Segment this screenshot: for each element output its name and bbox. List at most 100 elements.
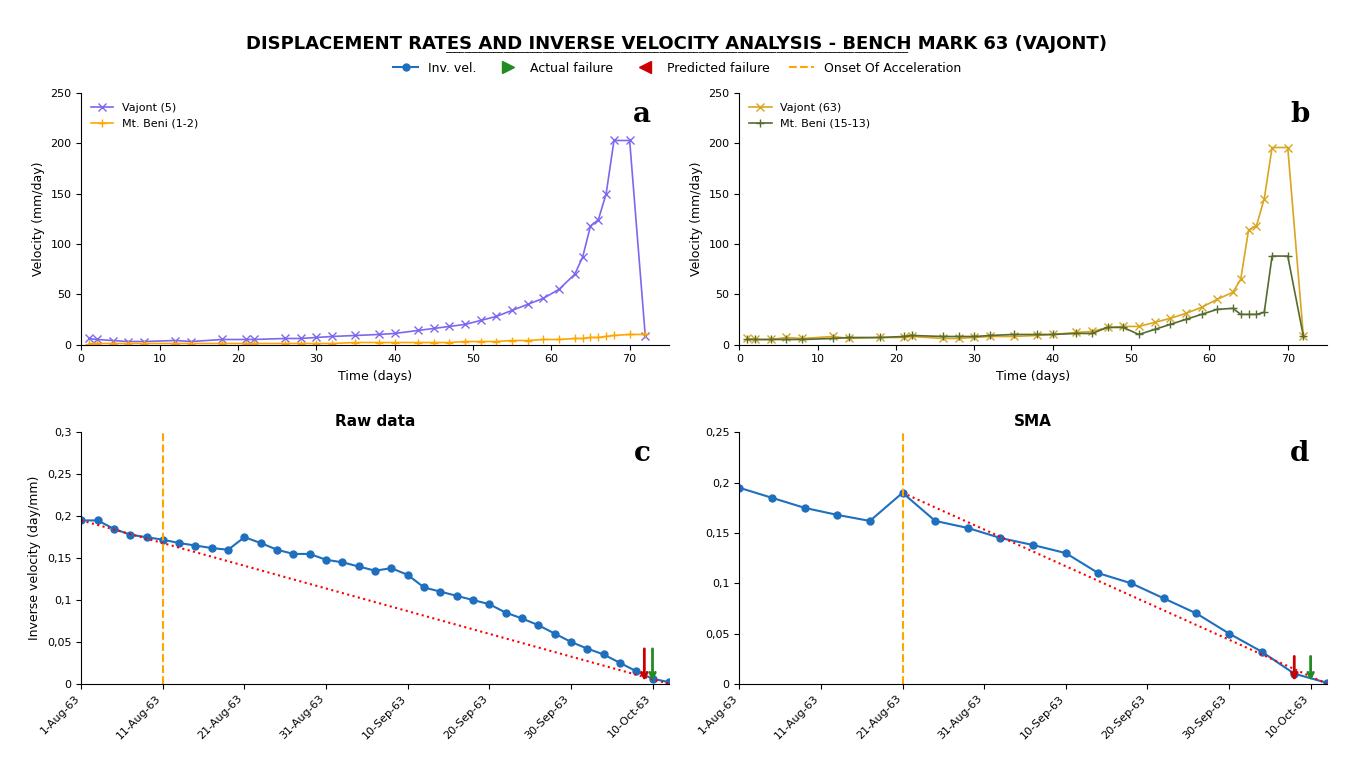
Mt. Beni (15-13) (1083, 329, 1099, 338)
Vajont (5) (489, 312, 505, 321)
Vajont (63) (1232, 274, 1248, 284)
Mt. Beni (15-13) (1116, 322, 1132, 332)
Vajont (63) (1193, 303, 1209, 312)
Mt. Beni (15-13) (739, 335, 756, 344)
Mt. Beni (15-13) (1257, 308, 1273, 317)
Vajont (63) (1029, 331, 1045, 340)
Vajont (5) (371, 329, 387, 339)
Text: c: c (634, 440, 651, 467)
Mt. Beni (15-13) (1193, 310, 1209, 319)
Vajont (63) (1068, 328, 1085, 337)
Vajont (63) (934, 334, 951, 343)
Mt. Beni (1-2) (324, 339, 340, 348)
Vajont (5) (309, 333, 325, 342)
X-axis label: Time (days): Time (days) (338, 370, 412, 383)
Mt. Beni (15-13) (1029, 329, 1045, 339)
Vajont (63) (967, 333, 983, 342)
Mt. Beni (15-13) (1232, 310, 1248, 319)
Mt. Beni (15-13) (934, 332, 951, 341)
Vajont (63) (793, 334, 810, 343)
Mt. Beni (1-2) (292, 339, 309, 348)
Y-axis label: Velocity (mm/day): Velocity (mm/day) (691, 162, 703, 276)
Y-axis label: Inverse velocity (day/mm): Inverse velocity (day/mm) (28, 476, 42, 640)
Vajont (5) (89, 335, 106, 344)
Mt. Beni (15-13) (1248, 310, 1265, 319)
Line: Vajont (63): Vajont (63) (743, 143, 1308, 343)
Mt. Beni (1-2) (638, 329, 654, 339)
Mt. Beni (15-13) (747, 335, 764, 344)
Vajont (63) (1099, 322, 1116, 332)
Mt. Beni (1-2) (276, 339, 292, 348)
Vajont (5) (551, 284, 567, 294)
Mt. Beni (1-2) (590, 333, 607, 342)
Mt. Beni (15-13) (967, 332, 983, 341)
Mt. Beni (1-2) (167, 339, 183, 348)
Mt. Beni (1-2) (89, 339, 106, 348)
Vajont (63) (1257, 194, 1273, 204)
Mt. Beni (1-2) (535, 335, 551, 344)
Mt. Beni (1-2) (104, 339, 121, 348)
Legend: Inv. vel., Actual failure, Predicted failure, Onset Of Acceleration: Inv. vel., Actual failure, Predicted fai… (389, 57, 965, 80)
Vajont (63) (1147, 318, 1163, 327)
Vajont (5) (81, 334, 97, 343)
Mt. Beni (1-2) (425, 338, 441, 347)
Vajont (63) (1162, 314, 1178, 323)
Y-axis label: Velocity (mm/day): Velocity (mm/day) (32, 162, 45, 276)
Line: Mt. Beni (15-13): Mt. Beni (15-13) (743, 252, 1308, 343)
Mt. Beni (15-13) (1147, 325, 1163, 334)
Vajont (5) (245, 335, 261, 344)
Vajont (5) (121, 337, 137, 347)
Mt. Beni (1-2) (410, 338, 427, 347)
Text: b: b (1290, 101, 1309, 127)
Mt. Beni (15-13) (1162, 320, 1178, 329)
Vajont (63) (896, 333, 913, 342)
Mt. Beni (1-2) (309, 339, 325, 348)
Mt. Beni (15-13) (1225, 304, 1242, 313)
Title: Raw data: Raw data (334, 413, 416, 429)
Vajont (63) (779, 333, 795, 342)
Mt. Beni (1-2) (567, 334, 584, 343)
Mt. Beni (15-13) (793, 335, 810, 344)
Vajont (5) (535, 294, 551, 303)
Vajont (63) (1225, 287, 1242, 297)
Mt. Beni (1-2) (81, 339, 97, 348)
Vajont (5) (410, 326, 427, 335)
Vajont (5) (214, 335, 230, 344)
Mt. Beni (15-13) (1280, 252, 1296, 261)
Mt. Beni (1-2) (348, 338, 364, 347)
Mt. Beni (15-13) (1044, 329, 1060, 339)
Mt. Beni (15-13) (841, 333, 857, 342)
Vajont (5) (473, 315, 489, 325)
Vajont (63) (1131, 322, 1147, 331)
Vajont (5) (520, 300, 536, 309)
Vajont (5) (638, 332, 654, 341)
Vajont (63) (1209, 294, 1225, 304)
Legend: Vajont (63), Mt. Beni (15-13): Vajont (63), Mt. Beni (15-13) (745, 99, 875, 133)
Mt. Beni (15-13) (1178, 315, 1194, 324)
Vajont (63) (1280, 143, 1296, 152)
Mt. Beni (1-2) (504, 336, 520, 345)
Mt. Beni (15-13) (779, 335, 795, 344)
Mt. Beni (15-13) (1006, 329, 1022, 339)
Mt. Beni (1-2) (621, 329, 638, 339)
Vajont (63) (951, 334, 967, 343)
Vajont (5) (135, 337, 152, 347)
Vajont (5) (167, 336, 183, 345)
Vajont (5) (348, 331, 364, 340)
Mt. Beni (1-2) (605, 331, 621, 340)
Mt. Beni (1-2) (371, 338, 387, 347)
Vajont (63) (1263, 143, 1280, 152)
Mt. Beni (15-13) (762, 335, 779, 344)
Line: Vajont (5): Vajont (5) (85, 136, 650, 346)
Mt. Beni (1-2) (473, 337, 489, 347)
Line: Mt. Beni (1-2): Mt. Beni (1-2) (85, 330, 650, 347)
Vajont (5) (324, 332, 340, 341)
Vajont (5) (590, 215, 607, 225)
Mt. Beni (1-2) (520, 336, 536, 345)
Text: ________________________________________________________________________________: ________________________________________… (445, 43, 909, 53)
Mt. Beni (15-13) (1068, 329, 1085, 338)
Vajont (63) (1116, 322, 1132, 331)
Vajont (63) (1178, 308, 1194, 318)
Mt. Beni (1-2) (245, 339, 261, 348)
Vajont (5) (425, 324, 441, 333)
